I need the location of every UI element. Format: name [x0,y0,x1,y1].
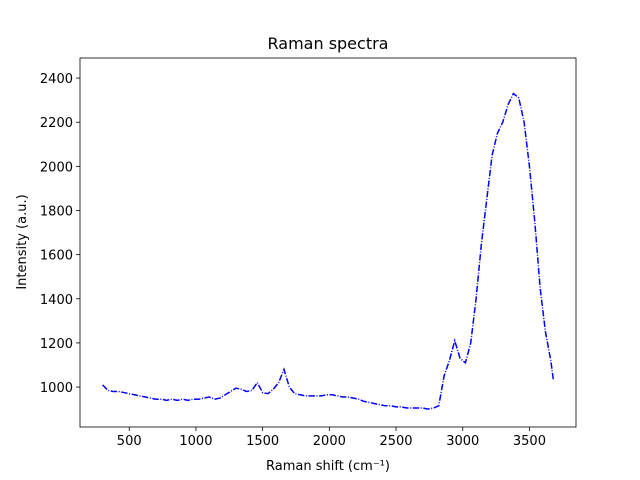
y-tick-label: 1800 [40,204,73,219]
plot-frame [79,57,577,428]
x-tick-label: 3500 [513,434,546,449]
x-tick-label: 2500 [379,434,412,449]
x-tick-label: 1000 [179,434,212,449]
x-tick-label: 1500 [246,434,279,449]
chart-title: Raman spectra [268,34,389,53]
y-tick-label: 2000 [40,160,73,175]
x-tick-label: 2000 [313,434,346,449]
x-axis-label: Raman shift (cm⁻¹) [266,459,390,474]
y-tick-label: 1200 [40,337,73,352]
x-tick-label: 500 [117,434,142,449]
y-tick-label: 1000 [40,381,73,396]
y-axis-label: Intensity (a.u.) [15,194,30,289]
y-tick-label: 1400 [40,293,73,308]
y-tick-label: 2400 [40,72,73,87]
y-tick-label: 1600 [40,249,73,264]
data-line [102,92,555,410]
x-tick-label: 3000 [446,434,479,449]
y-tick-label: 2200 [40,116,73,131]
